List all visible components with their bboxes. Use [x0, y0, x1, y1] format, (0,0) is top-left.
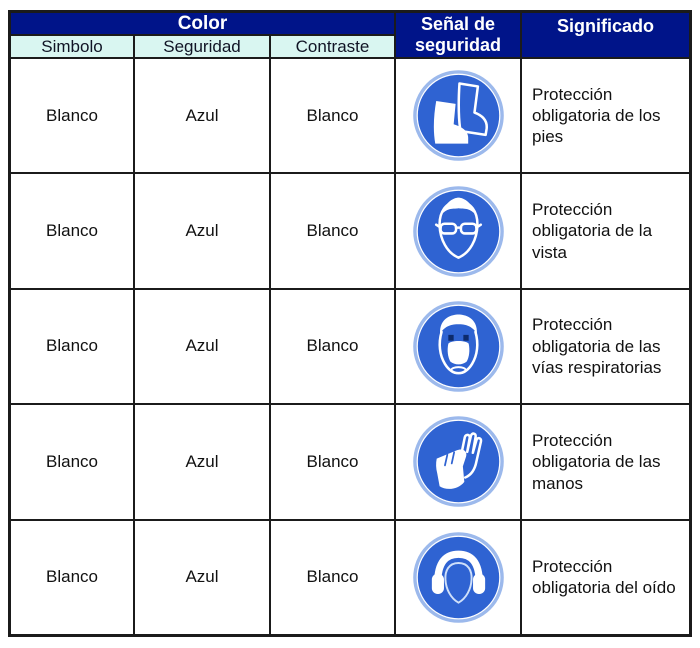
row5-sign-cell — [396, 520, 520, 634]
row5-contraste: Blanco — [271, 520, 394, 634]
row2-seguridad: Azul — [135, 174, 269, 288]
row3-simbolo: Blanco — [11, 289, 133, 404]
ear-protection-icon — [412, 531, 505, 624]
row5-significado: Protección obligatoria del oído — [522, 520, 689, 634]
row4-contraste: Blanco — [271, 405, 394, 519]
respiratory-protection-icon — [412, 300, 505, 393]
row4-significado: Protección obligatoria de las manos — [522, 405, 689, 519]
row2-sign-cell — [396, 174, 520, 288]
header-senal-de-seguridad: Señal de seguridad — [396, 13, 520, 57]
hand-protection-icon — [412, 415, 505, 508]
row4-seguridad: Azul — [135, 405, 269, 519]
row1-seguridad: Azul — [135, 59, 269, 173]
row5-simbolo: Blanco — [11, 520, 133, 634]
header-significado: Significado — [522, 13, 689, 57]
row2-contraste: Blanco — [271, 174, 394, 288]
row1-simbolo: Blanco — [11, 59, 133, 173]
row1-contraste: Blanco — [271, 59, 394, 173]
row1-sign-cell — [396, 59, 520, 173]
row4-sign-cell — [396, 405, 520, 519]
header-seguridad: Seguridad — [135, 36, 269, 57]
header-simbolo: Simbolo — [11, 36, 133, 57]
row1-significado: Protección obligatoria de los pies — [522, 59, 689, 173]
row3-contraste: Blanco — [271, 289, 394, 404]
header-color-group: Color — [11, 13, 394, 34]
row2-significado: Protección obligatoria de la vista — [522, 174, 689, 288]
row4-simbolo: Blanco — [11, 405, 133, 519]
row3-sign-cell — [396, 289, 520, 404]
row3-significado: Protección obligatoria de las vías respi… — [522, 289, 689, 404]
row3-seguridad: Azul — [135, 289, 269, 404]
safety-signs-table: Color Simbolo Seguridad Contraste Señal … — [8, 10, 692, 637]
boots-protection-icon — [412, 69, 505, 162]
eye-protection-icon — [412, 185, 505, 278]
row2-simbolo: Blanco — [11, 174, 133, 288]
row5-seguridad: Azul — [135, 520, 269, 634]
header-contraste: Contraste — [271, 36, 394, 57]
